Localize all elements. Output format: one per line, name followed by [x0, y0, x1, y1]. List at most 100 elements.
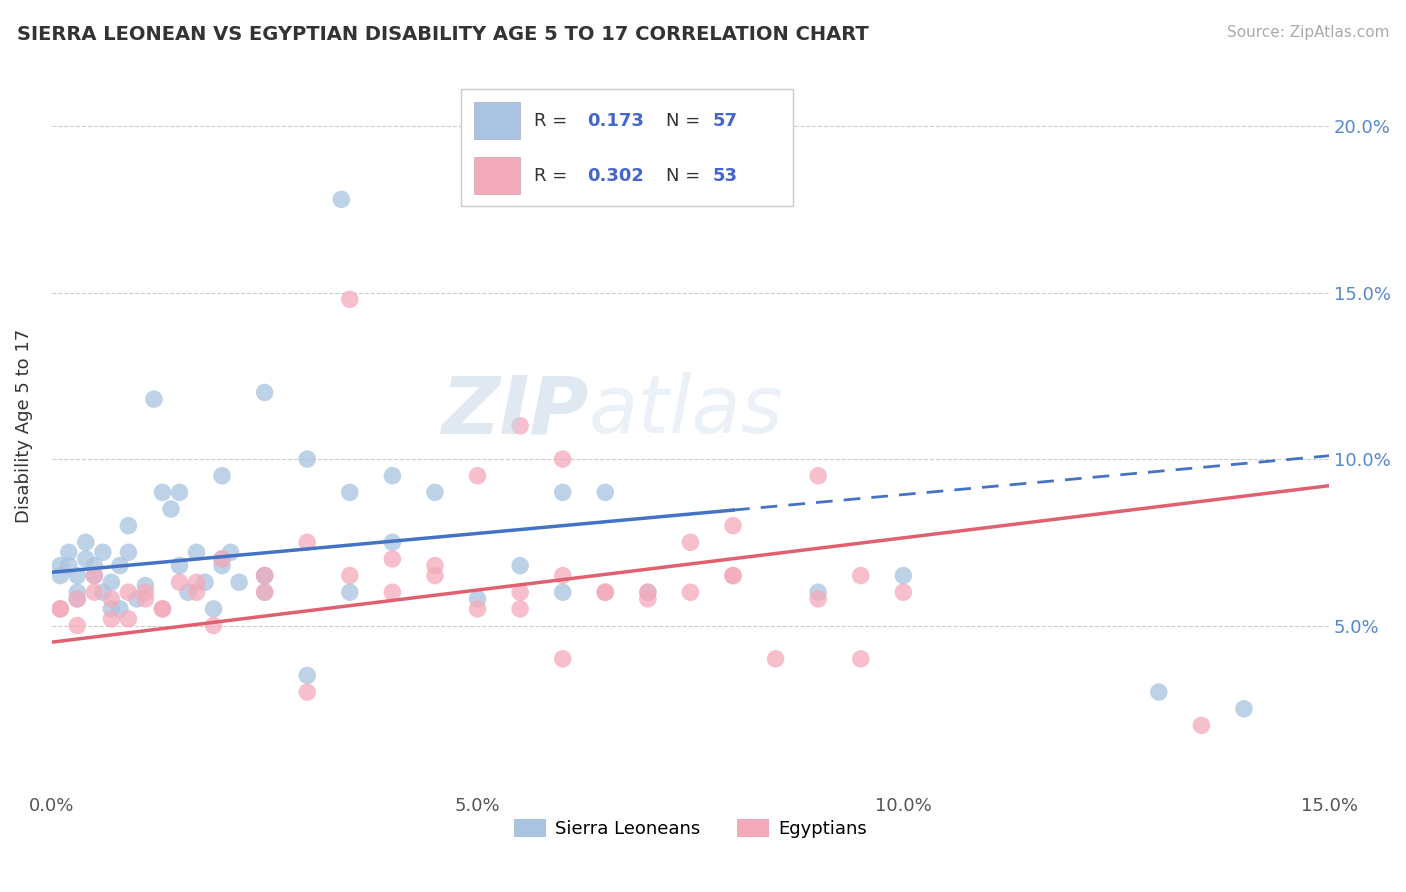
Point	[381, 585, 404, 599]
Point	[49, 558, 72, 573]
Point	[202, 618, 225, 632]
Point	[1189, 718, 1212, 732]
Point	[211, 558, 233, 573]
Point	[339, 585, 361, 599]
Point	[330, 193, 353, 207]
Point	[381, 468, 404, 483]
Point	[134, 578, 156, 592]
Point	[849, 568, 872, 582]
Point	[117, 612, 139, 626]
Point	[551, 568, 574, 582]
Point	[108, 602, 131, 616]
Point	[83, 568, 105, 582]
Point	[253, 568, 276, 582]
Point	[66, 568, 89, 582]
Point	[297, 685, 319, 699]
Point	[194, 575, 217, 590]
Point	[219, 545, 242, 559]
Point	[509, 585, 531, 599]
Point	[679, 535, 702, 549]
Point	[253, 568, 276, 582]
Text: ZIP: ZIP	[441, 372, 588, 450]
Point	[100, 612, 122, 626]
Point	[509, 558, 531, 573]
Point	[75, 535, 97, 549]
Point	[108, 558, 131, 573]
Y-axis label: Disability Age 5 to 17: Disability Age 5 to 17	[15, 328, 32, 523]
Point	[467, 468, 489, 483]
Point	[49, 602, 72, 616]
Point	[125, 591, 148, 606]
Point	[186, 545, 208, 559]
Point	[83, 585, 105, 599]
Point	[169, 575, 191, 590]
Point	[58, 545, 80, 559]
Point	[134, 591, 156, 606]
Point	[152, 485, 174, 500]
Point	[83, 568, 105, 582]
Text: SIERRA LEONEAN VS EGYPTIAN DISABILITY AGE 5 TO 17 CORRELATION CHART: SIERRA LEONEAN VS EGYPTIAN DISABILITY AG…	[17, 25, 869, 44]
Point	[467, 591, 489, 606]
Point	[849, 652, 872, 666]
Point	[83, 558, 105, 573]
Point	[339, 485, 361, 500]
Point	[807, 585, 830, 599]
Point	[509, 418, 531, 433]
Point	[253, 385, 276, 400]
Point	[49, 568, 72, 582]
Point	[721, 568, 744, 582]
Point	[807, 468, 830, 483]
Point	[381, 552, 404, 566]
Point	[66, 591, 89, 606]
Point	[891, 568, 914, 582]
Point	[100, 575, 122, 590]
Point	[186, 585, 208, 599]
Legend: Sierra Leoneans, Egyptians: Sierra Leoneans, Egyptians	[506, 812, 875, 846]
Point	[339, 568, 361, 582]
Point	[100, 602, 122, 616]
Point	[117, 545, 139, 559]
Point	[152, 602, 174, 616]
Point	[423, 558, 446, 573]
Point	[186, 575, 208, 590]
Point	[509, 602, 531, 616]
Point	[595, 585, 617, 599]
Point	[721, 568, 744, 582]
Point	[75, 552, 97, 566]
Point	[253, 585, 276, 599]
Point	[253, 568, 276, 582]
Point	[66, 585, 89, 599]
Point	[91, 585, 114, 599]
Point	[423, 485, 446, 500]
Point	[211, 468, 233, 483]
Point	[177, 585, 200, 599]
Point	[100, 591, 122, 606]
Point	[679, 585, 702, 599]
Point	[423, 568, 446, 582]
Point	[253, 585, 276, 599]
Point	[381, 535, 404, 549]
Point	[66, 618, 89, 632]
Point	[211, 552, 233, 566]
Point	[91, 545, 114, 559]
Point	[297, 452, 319, 467]
Text: atlas: atlas	[588, 372, 783, 450]
Point	[595, 485, 617, 500]
Text: Source: ZipAtlas.com: Source: ZipAtlas.com	[1226, 25, 1389, 40]
Point	[595, 585, 617, 599]
Point	[142, 392, 165, 406]
Point	[551, 452, 574, 467]
Point	[551, 485, 574, 500]
Point	[467, 602, 489, 616]
Point	[152, 602, 174, 616]
Point	[297, 535, 319, 549]
Point	[66, 591, 89, 606]
Point	[551, 585, 574, 599]
Point	[551, 652, 574, 666]
Point	[637, 585, 659, 599]
Point	[58, 558, 80, 573]
Point	[169, 558, 191, 573]
Point	[169, 485, 191, 500]
Point	[117, 518, 139, 533]
Point	[891, 585, 914, 599]
